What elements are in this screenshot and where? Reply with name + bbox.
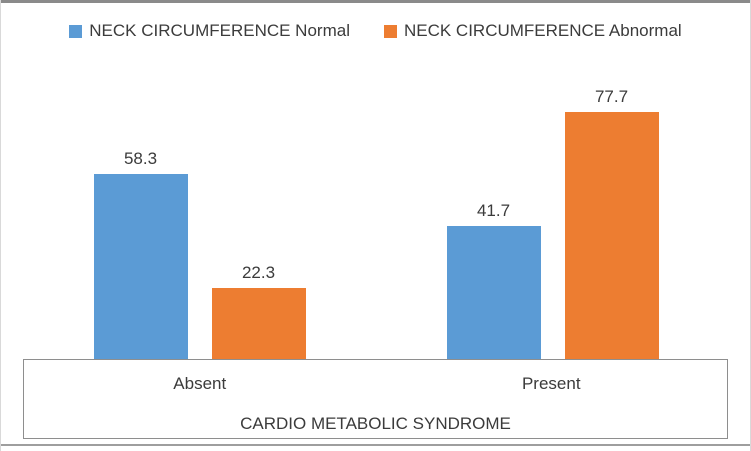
x-axis-title: CARDIO METABOLIC SYNDROME bbox=[240, 414, 511, 433]
bar-abnormal-absent bbox=[211, 288, 306, 359]
legend-item-normal: NECK CIRCUMFERENCE Normal bbox=[69, 21, 350, 41]
chart-top-border bbox=[1, 0, 750, 3]
bar-label-normal-present: 41.7 bbox=[476, 201, 511, 220]
legend-label-normal: NECK CIRCUMFERENCE Normal bbox=[89, 21, 350, 40]
bar-normal-absent bbox=[93, 174, 188, 359]
bar-label-abnormal-absent: 22.3 bbox=[241, 263, 276, 282]
category-label-absent: Absent bbox=[173, 374, 227, 393]
category-label-present: Present bbox=[521, 374, 581, 393]
legend-label-abnormal: NECK CIRCUMFERENCE Abnormal bbox=[403, 21, 682, 40]
bar-abnormal-present bbox=[564, 112, 659, 359]
legend-item-abnormal: NECK CIRCUMFERENCE Abnormal bbox=[383, 21, 682, 41]
category-axis-box: Absent Present CARDIO METABOLIC SYNDROME bbox=[23, 359, 728, 439]
legend-swatch-normal-icon bbox=[69, 24, 83, 38]
bar-normal-present bbox=[446, 226, 541, 359]
bar-label-normal-absent: 58.3 bbox=[123, 149, 158, 168]
legend-swatch-abnormal-icon bbox=[383, 24, 397, 38]
chart-bottom-border bbox=[1, 444, 750, 446]
chart-legend: NECK CIRCUMFERENCE Normal NECK CIRCUMFER… bbox=[1, 21, 750, 41]
bar-label-abnormal-present: 77.7 bbox=[594, 87, 629, 106]
